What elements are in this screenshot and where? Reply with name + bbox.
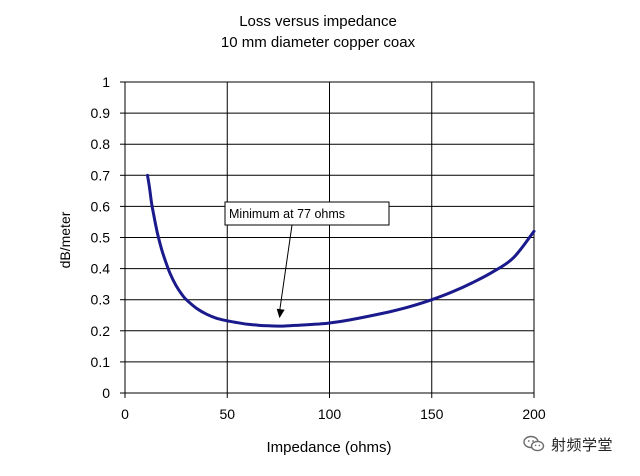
x-tick-label: 0 (121, 406, 129, 422)
y-tick-label: 0.3 (91, 292, 111, 308)
y-tick-label: 0.1 (91, 354, 111, 370)
y-axis-label: dB/meter (57, 211, 73, 268)
grid-lines (125, 82, 534, 393)
x-tick-label: 100 (318, 406, 342, 422)
y-tick-label: 0 (102, 385, 110, 401)
watermark-text: 射频学堂 (551, 435, 614, 454)
y-tick-label: 0.4 (91, 261, 111, 277)
annotation-box (224, 201, 390, 226)
y-tick-label: 1 (102, 74, 110, 90)
y-tick-label: 0.5 (91, 230, 111, 246)
y-tick-label: 0.8 (91, 136, 111, 152)
axis-ticks: 0 0.1 0.2 0.3 0.4 0.5 0.6 0.7 0.8 0.9 1 0 50 100 150 20… (91, 74, 546, 422)
y-tick-label: 0.7 (91, 167, 111, 183)
annotation-arrow-line (278, 224, 293, 313)
annotation-text: Minimum at 77 ohms (229, 207, 345, 221)
watermark: 射频学堂 (523, 433, 613, 455)
y-tick-label: 0.9 (91, 105, 111, 121)
series-line (146, 173, 536, 328)
y-tick-label: 0.6 (91, 198, 111, 214)
series-layer (146, 173, 536, 328)
x-tick-label: 150 (420, 406, 444, 422)
annotation-layer: Minimum at 77 ohms (224, 201, 390, 319)
wechat-icon (523, 435, 545, 453)
y-tick-label: 0.2 (91, 323, 111, 339)
chart-subtitle: 10 mm diameter copper coax (221, 34, 416, 51)
x-tick-label: 50 (219, 406, 235, 422)
chart-title: Loss versus impedance (239, 13, 397, 30)
x-axis-label: Impedance (ohms) (266, 439, 391, 456)
annotation-arrowhead (276, 308, 285, 319)
x-tick-label: 200 (522, 406, 546, 422)
